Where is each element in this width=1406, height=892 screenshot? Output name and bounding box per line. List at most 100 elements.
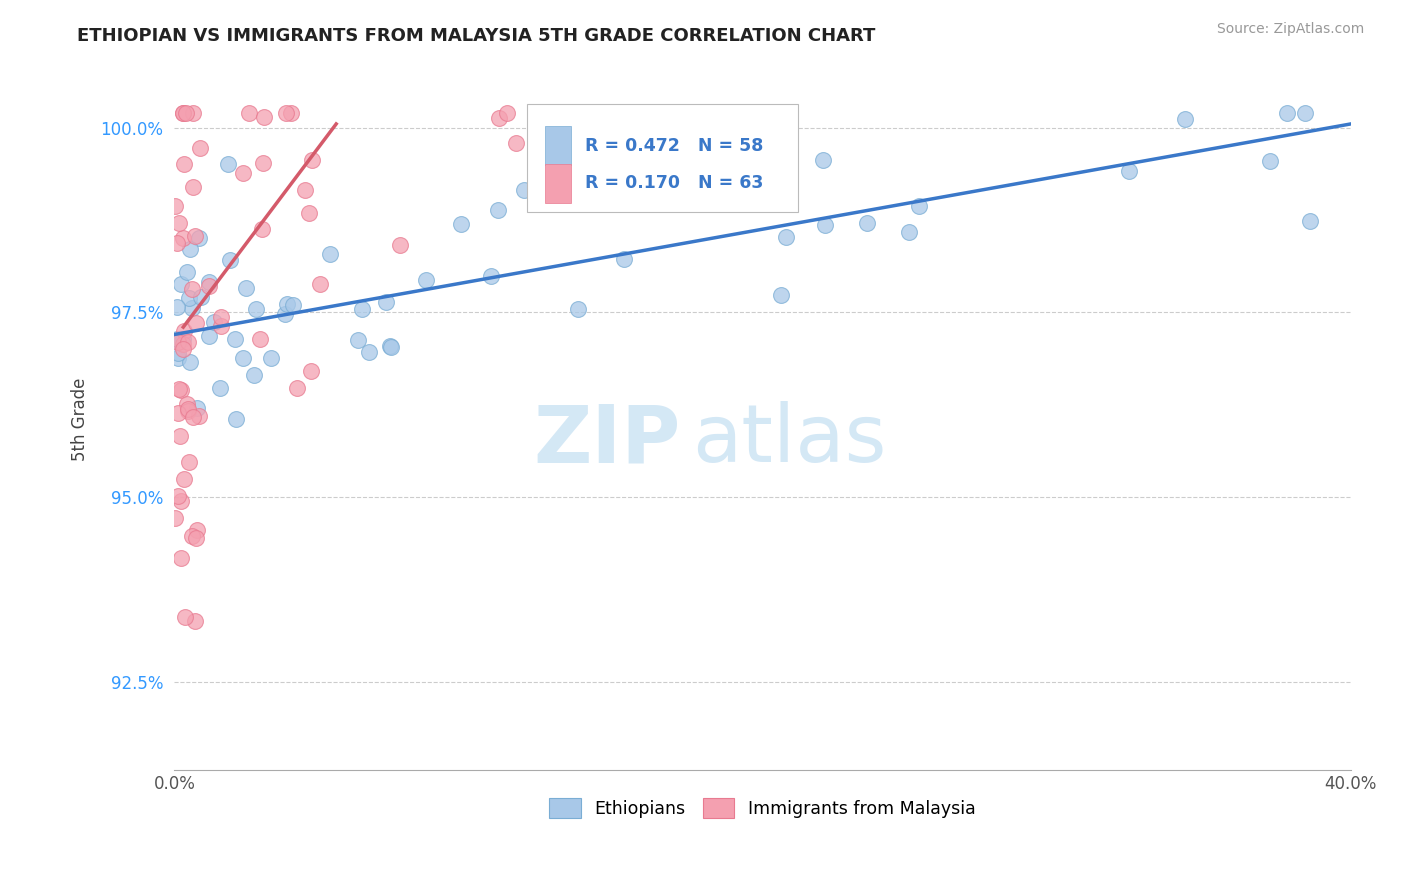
Point	[177, 404, 200, 418]
Point	[1174, 112, 1197, 126]
Point	[567, 301, 589, 316]
Point	[388, 238, 411, 252]
Point	[252, 156, 274, 170]
Text: R = 0.472   N = 58: R = 0.472 N = 58	[585, 136, 763, 155]
Point	[232, 351, 254, 365]
Point	[186, 316, 208, 330]
Point	[166, 236, 188, 251]
Point	[209, 310, 232, 324]
Point	[167, 351, 190, 365]
Point	[180, 301, 202, 315]
Point	[166, 300, 188, 314]
Point	[280, 106, 302, 120]
Point	[181, 180, 204, 194]
Point	[496, 106, 519, 120]
Point	[232, 166, 254, 180]
Point	[179, 455, 201, 469]
Point	[166, 332, 188, 346]
Point	[166, 346, 188, 360]
Point	[166, 489, 188, 503]
Point	[225, 412, 247, 426]
Point	[814, 219, 837, 233]
Point	[184, 229, 207, 244]
Point	[176, 397, 198, 411]
Point	[173, 157, 195, 171]
Point	[187, 409, 209, 423]
Point	[301, 153, 323, 167]
Point	[173, 472, 195, 486]
Point	[636, 118, 658, 132]
Point	[235, 281, 257, 295]
Point	[245, 302, 267, 317]
Point	[172, 342, 194, 356]
Point	[198, 275, 221, 289]
Point	[186, 401, 208, 416]
Point	[252, 110, 274, 124]
Text: Source: ZipAtlas.com: Source: ZipAtlas.com	[1216, 22, 1364, 37]
Point	[217, 157, 239, 171]
Point	[172, 337, 194, 351]
Point	[298, 206, 321, 220]
Point	[249, 332, 271, 346]
Text: R = 0.170   N = 63: R = 0.170 N = 63	[585, 175, 763, 193]
Point	[350, 301, 373, 316]
Point	[775, 229, 797, 244]
Point	[299, 364, 322, 378]
Point	[172, 106, 194, 120]
Point	[769, 287, 792, 301]
Point	[181, 529, 204, 543]
Point	[243, 368, 266, 383]
Point	[285, 381, 308, 395]
Text: ETHIOPIAN VS IMMIGRANTS FROM MALAYSIA 5TH GRADE CORRELATION CHART: ETHIOPIAN VS IMMIGRANTS FROM MALAYSIA 5T…	[77, 27, 876, 45]
Point	[179, 243, 201, 257]
Point	[167, 406, 190, 420]
Point	[169, 493, 191, 508]
Point	[188, 141, 211, 155]
Point	[173, 610, 195, 624]
Point	[179, 355, 201, 369]
Text: ZIP: ZIP	[533, 401, 681, 480]
Point	[613, 252, 636, 266]
Point	[176, 265, 198, 279]
Point	[198, 329, 221, 343]
Point	[1299, 213, 1322, 227]
Point	[673, 148, 696, 162]
Point	[512, 183, 534, 197]
Point	[238, 106, 260, 120]
Point	[181, 106, 204, 120]
Point	[165, 199, 187, 213]
Point	[1294, 106, 1316, 120]
Point	[224, 332, 246, 346]
Point	[274, 306, 297, 320]
Point	[167, 216, 190, 230]
Point	[897, 225, 920, 239]
Point	[907, 199, 929, 213]
Point	[202, 314, 225, 328]
Point	[187, 230, 209, 244]
Point	[359, 344, 381, 359]
Point	[190, 290, 212, 304]
Point	[174, 106, 197, 120]
Point	[856, 216, 879, 230]
Point	[274, 106, 297, 120]
Point	[170, 277, 193, 291]
Text: atlas: atlas	[692, 401, 886, 480]
Point	[198, 279, 221, 293]
Point	[415, 273, 437, 287]
Point	[169, 550, 191, 565]
Point	[181, 281, 204, 295]
Point	[294, 183, 316, 197]
Point	[208, 381, 231, 395]
Point	[167, 382, 190, 396]
Point	[209, 318, 232, 333]
Point	[186, 523, 208, 537]
Point	[172, 332, 194, 346]
Point	[1258, 154, 1281, 169]
Point	[169, 429, 191, 443]
Point	[378, 338, 401, 352]
Point	[184, 532, 207, 546]
Point	[181, 409, 204, 424]
Point	[319, 246, 342, 260]
Point	[565, 155, 588, 169]
Point	[811, 153, 834, 167]
